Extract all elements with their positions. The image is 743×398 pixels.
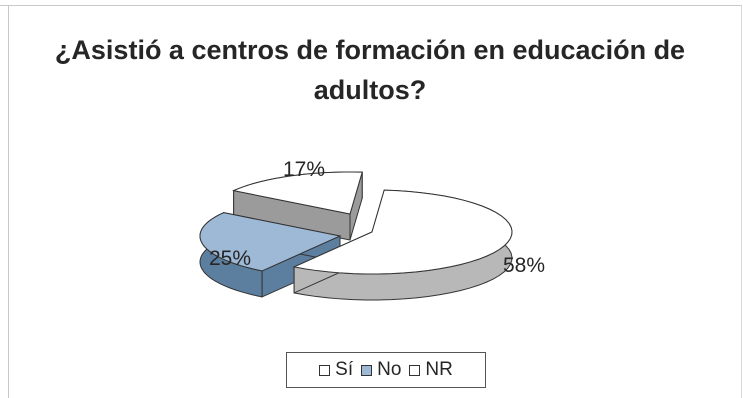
frame-border-left bbox=[8, 5, 9, 398]
data-label-si: 58% bbox=[503, 254, 546, 277]
legend: Sí No NR bbox=[286, 352, 486, 388]
chart-title: ¿Asistió a centros de formación en educa… bbox=[54, 35, 686, 105]
legend-item-no: No bbox=[361, 359, 401, 381]
legend-label-no: No bbox=[377, 359, 402, 380]
legend-item-nr: NR bbox=[409, 359, 453, 381]
frame-border-top bbox=[0, 5, 741, 6]
pie-slice-si bbox=[292, 189, 513, 301]
legend-label-si: Sí bbox=[335, 359, 354, 380]
legend-swatch-no bbox=[361, 364, 373, 376]
legend-label-nr: NR bbox=[425, 359, 453, 380]
legend-item-si: Sí bbox=[319, 359, 353, 381]
data-label-nr: 17% bbox=[283, 158, 326, 181]
pie-slice-nr bbox=[232, 171, 363, 241]
frame-border-right bbox=[741, 5, 742, 398]
data-label-no: 25% bbox=[209, 247, 252, 270]
legend-swatch-nr bbox=[409, 364, 421, 376]
legend-swatch-si bbox=[319, 364, 331, 376]
